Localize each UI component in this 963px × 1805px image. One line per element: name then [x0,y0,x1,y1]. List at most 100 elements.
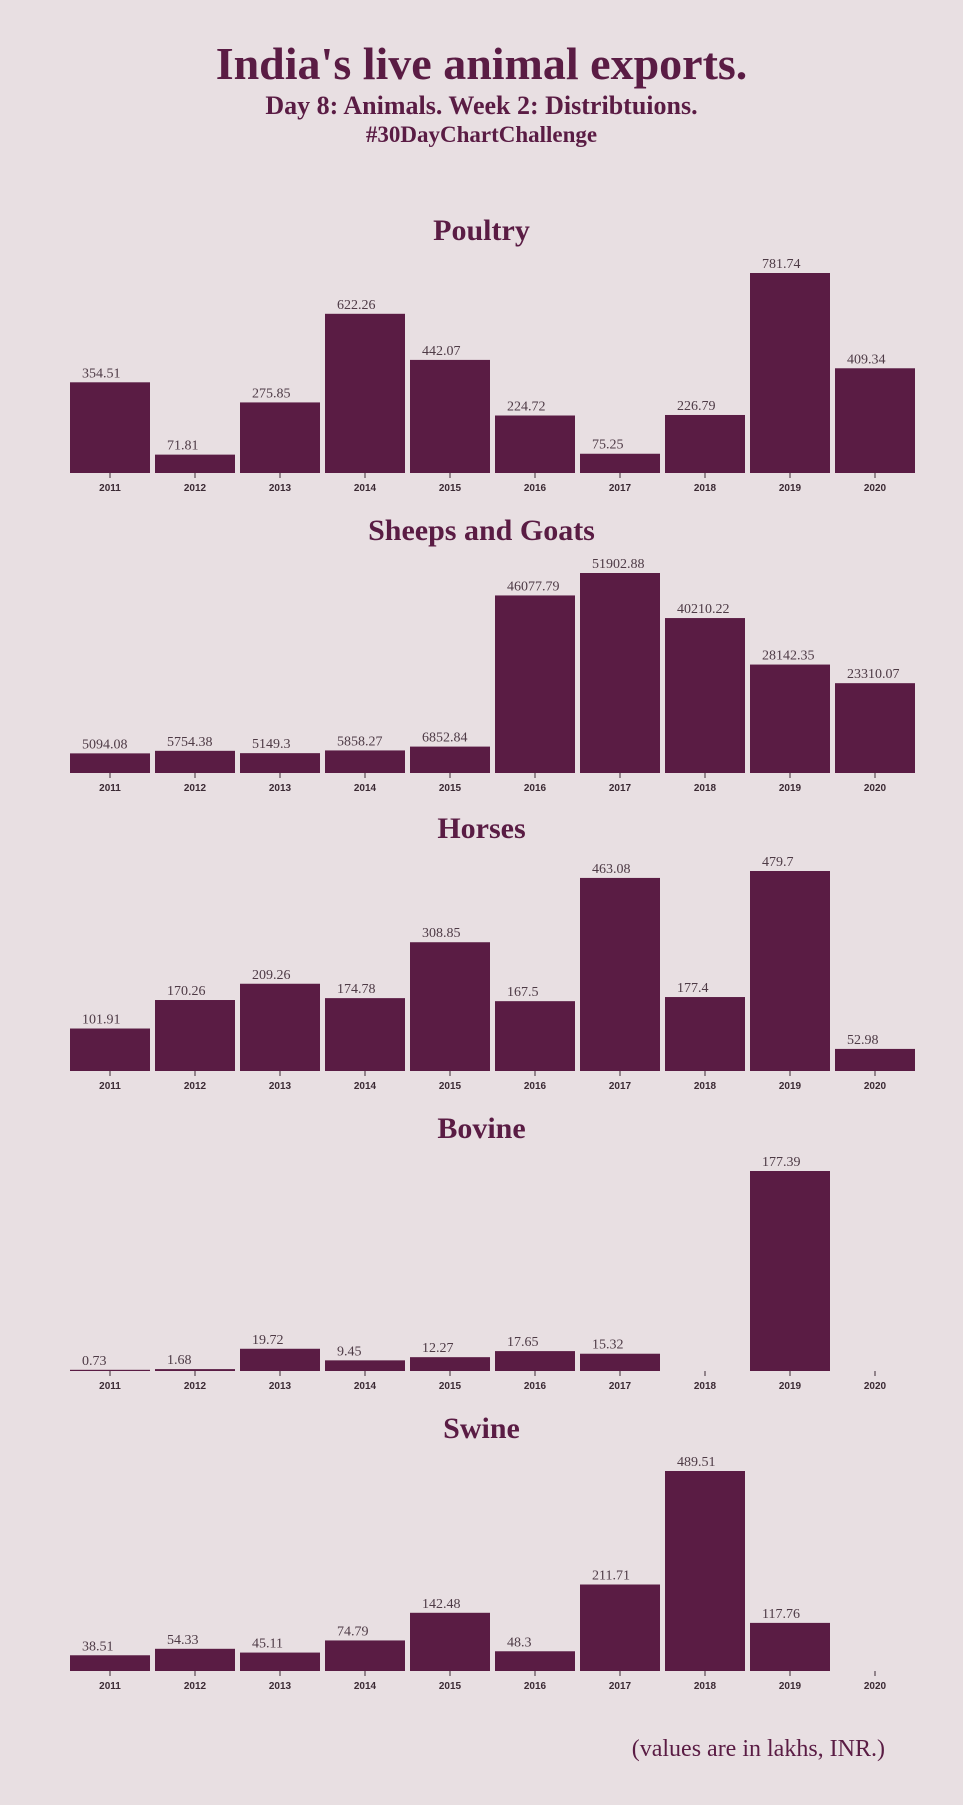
bar-poultry-2020 [835,368,915,473]
x-tick-label-sheeps-and-goats-2016: 2016 [524,783,547,794]
x-tick-label-horses-2014: 2014 [354,1081,377,1092]
panel-title-poultry: Poultry [433,214,530,247]
value-label-poultry-2016: 224.72 [507,400,546,415]
x-tick-label-sheeps-and-goats-2012: 2012 [184,783,207,794]
x-tick-label-horses-2018: 2018 [694,1081,717,1092]
value-label-sheeps-and-goats-2018: 40210.22 [677,602,730,617]
value-label-poultry-2015: 442.07 [422,344,461,359]
bar-sheeps-and-goats-2013 [240,753,320,773]
bar-poultry-2016 [495,415,575,473]
value-label-swine-2014: 74.79 [337,1624,369,1639]
value-label-poultry-2020: 409.34 [847,352,886,367]
x-tick-label-horses-2015: 2015 [439,1081,462,1092]
bar-sheeps-and-goats-2011 [70,753,150,773]
value-label-bovine-2012: 1.68 [167,1353,192,1368]
x-tick-label-poultry-2013: 2013 [269,483,292,494]
value-label-poultry-2018: 226.79 [677,399,716,414]
x-tick-label-bovine-2013: 2013 [269,1381,292,1392]
x-tick-label-horses-2020: 2020 [864,1081,887,1092]
bar-swine-2019 [750,1622,830,1671]
x-tick-label-swine-2020: 2020 [864,1681,887,1692]
value-label-swine-2011: 38.51 [82,1639,114,1654]
x-tick-label-horses-2012: 2012 [184,1081,207,1092]
panel-title-horses: Horses [437,812,525,845]
value-label-bovine-2016: 17.65 [507,1335,539,1350]
bar-horses-2017 [580,877,660,1071]
value-label-poultry-2017: 75.25 [592,438,624,453]
chart-title: India's live animal exports. [215,38,748,89]
bar-bovine-2012 [155,1369,235,1371]
bar-swine-2018 [665,1471,745,1671]
bar-bovine-2016 [495,1351,575,1371]
x-tick-label-sheeps-and-goats-2013: 2013 [269,783,292,794]
bar-sheeps-and-goats-2016 [495,595,575,773]
x-tick-label-bovine-2019: 2019 [779,1381,802,1392]
bar-poultry-2018 [665,414,745,473]
x-tick-label-sheeps-and-goats-2014: 2014 [354,783,377,794]
bar-sheeps-and-goats-2018 [665,618,745,773]
value-label-swine-2018: 489.51 [677,1455,716,1470]
bar-swine-2011 [70,1655,150,1671]
x-tick-label-poultry-2011: 2011 [99,483,121,494]
value-label-sheeps-and-goats-2017: 51902.88 [592,557,645,572]
value-label-swine-2012: 54.33 [167,1633,199,1648]
value-label-bovine-2011: 0.73 [82,1354,107,1369]
bar-sheeps-and-goats-2019 [750,664,830,773]
value-label-sheeps-and-goats-2013: 5149.3 [252,737,291,752]
x-tick-label-horses-2013: 2013 [269,1081,292,1092]
value-label-poultry-2013: 275.85 [252,386,291,401]
x-tick-label-sheeps-and-goats-2015: 2015 [439,783,462,794]
x-tick-label-bovine-2011: 2011 [99,1381,121,1392]
x-tick-label-bovine-2017: 2017 [609,1381,632,1392]
x-tick-label-poultry-2017: 2017 [609,483,632,494]
value-label-sheeps-and-goats-2019: 28142.35 [762,649,815,664]
value-label-horses-2012: 170.26 [167,984,206,999]
x-tick-label-poultry-2014: 2014 [354,483,377,494]
x-tick-label-sheeps-and-goats-2020: 2020 [864,783,887,794]
bar-horses-2018 [665,997,745,1071]
bar-bovine-2011 [70,1369,150,1371]
x-tick-label-sheeps-and-goats-2018: 2018 [694,783,717,794]
panel-title-sheeps-and-goats: Sheeps and Goats [368,514,595,547]
bar-sheeps-and-goats-2015 [410,746,490,773]
bar-swine-2016 [495,1651,575,1671]
bar-poultry-2011 [70,382,150,473]
bar-sheeps-and-goats-2012 [155,750,235,773]
value-label-poultry-2019: 781.74 [762,257,801,272]
bar-poultry-2017 [580,453,660,473]
value-label-poultry-2014: 622.26 [337,298,376,313]
chart-subtitle: Day 8: Animals. Week 2: Distribtuions. [265,91,698,120]
x-tick-label-sheeps-and-goats-2011: 2011 [99,783,121,794]
x-tick-label-poultry-2020: 2020 [864,483,887,494]
value-label-horses-2016: 167.5 [507,985,539,1000]
x-tick-label-bovine-2015: 2015 [439,1381,462,1392]
value-label-swine-2016: 48.3 [507,1635,532,1650]
bar-horses-2015 [410,942,490,1071]
x-tick-label-bovine-2018: 2018 [694,1381,717,1392]
x-tick-label-swine-2019: 2019 [779,1681,802,1692]
x-tick-label-swine-2011: 2011 [99,1681,121,1692]
value-label-sheeps-and-goats-2012: 5754.38 [167,735,213,750]
x-tick-label-swine-2015: 2015 [439,1681,462,1692]
bar-bovine-2015 [410,1357,490,1371]
value-label-horses-2018: 177.4 [677,981,709,996]
value-label-poultry-2012: 71.81 [167,439,199,454]
value-label-horses-2017: 463.08 [592,862,631,877]
x-tick-label-bovine-2014: 2014 [354,1381,377,1392]
bar-poultry-2019 [750,273,830,473]
value-label-horses-2019: 479.7 [762,855,794,870]
x-tick-label-poultry-2019: 2019 [779,483,802,494]
value-label-swine-2015: 142.48 [422,1597,461,1612]
bar-horses-2012 [155,1000,235,1071]
bar-bovine-2019 [750,1171,830,1371]
value-label-bovine-2014: 9.45 [337,1344,362,1359]
x-tick-label-bovine-2016: 2016 [524,1381,547,1392]
x-tick-label-bovine-2012: 2012 [184,1381,207,1392]
x-tick-label-swine-2012: 2012 [184,1681,207,1692]
x-tick-label-bovine-2020: 2020 [864,1381,887,1392]
x-tick-label-horses-2017: 2017 [609,1081,632,1092]
bar-poultry-2014 [325,313,405,473]
x-tick-label-poultry-2012: 2012 [184,483,207,494]
